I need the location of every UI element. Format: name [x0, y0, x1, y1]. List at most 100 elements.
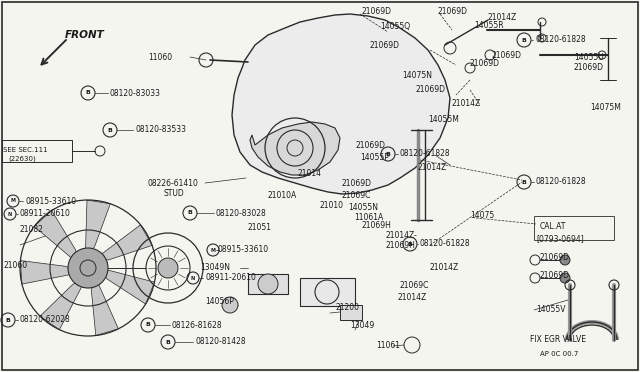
Text: 14055Q: 14055Q [380, 22, 410, 31]
Text: STUD: STUD [163, 189, 184, 199]
Text: 13049N: 13049N [200, 263, 230, 273]
Text: 21010A: 21010A [268, 190, 297, 199]
Text: B: B [86, 90, 90, 96]
Text: 21014Z: 21014Z [488, 13, 517, 22]
Bar [300, 278, 355, 306]
Text: 11060: 11060 [148, 52, 172, 61]
Text: 21069D: 21069D [370, 41, 400, 49]
Polygon shape [95, 225, 152, 260]
Text: 11061: 11061 [376, 340, 400, 350]
Text: (22630): (22630) [8, 156, 36, 163]
Text: 14055M: 14055M [428, 115, 459, 125]
Text: AP 0C 00.7: AP 0C 00.7 [540, 351, 579, 357]
Text: 08120-81428: 08120-81428 [195, 337, 246, 346]
Text: 21069D: 21069D [492, 51, 522, 60]
Text: 21014Z-: 21014Z- [385, 231, 417, 241]
Polygon shape [250, 122, 340, 175]
Text: 21014: 21014 [298, 170, 322, 179]
Text: 21069D: 21069D [540, 253, 570, 262]
Text: B: B [6, 317, 10, 323]
Text: 21069D: 21069D [362, 7, 392, 16]
Bar [534, 216, 614, 240]
Text: 14055P: 14055P [360, 154, 389, 163]
Bar [2, 140, 72, 162]
Text: 14055V: 14055V [536, 305, 566, 314]
Bar [248, 274, 288, 294]
Text: B: B [522, 180, 527, 185]
Text: 08911-20610: 08911-20610 [20, 209, 71, 218]
Text: 21051: 21051 [248, 224, 272, 232]
Polygon shape [92, 278, 118, 336]
Polygon shape [34, 211, 77, 263]
Text: B: B [522, 38, 527, 42]
Text: 13049: 13049 [350, 321, 374, 330]
Text: 14075M: 14075M [590, 103, 621, 112]
Text: 08120-83533: 08120-83533 [135, 125, 186, 135]
Text: 21069C: 21069C [400, 280, 429, 289]
Text: 08126-81628: 08126-81628 [172, 321, 223, 330]
Text: 08120-61828: 08120-61828 [400, 150, 451, 158]
Bar [340, 305, 362, 320]
Circle shape [68, 248, 108, 288]
Text: 21069H: 21069H [362, 221, 392, 230]
Text: 08120-83028: 08120-83028 [216, 208, 267, 218]
Text: B: B [188, 211, 193, 215]
Text: 08120-62028: 08120-62028 [20, 315, 71, 324]
Text: 11061A: 11061A [354, 214, 383, 222]
Polygon shape [40, 280, 85, 330]
Text: 14055R: 14055R [474, 22, 504, 31]
Polygon shape [85, 200, 110, 256]
Text: 08915-33610: 08915-33610 [218, 246, 269, 254]
Circle shape [560, 273, 570, 283]
Text: 21082: 21082 [20, 225, 44, 234]
Text: 21069D: 21069D [342, 179, 372, 187]
Text: 08120-61828: 08120-61828 [420, 240, 470, 248]
Text: 21060: 21060 [3, 260, 27, 269]
Text: N: N [8, 212, 12, 217]
Circle shape [158, 258, 178, 278]
Text: 14075N: 14075N [402, 71, 432, 80]
Text: FRONT: FRONT [65, 30, 105, 40]
Text: 21069H: 21069H [385, 241, 415, 250]
Text: 21069D: 21069D [540, 270, 570, 279]
Text: M: M [211, 247, 216, 253]
Circle shape [560, 255, 570, 265]
Text: N: N [191, 276, 195, 280]
Text: B: B [108, 128, 113, 132]
Text: 21069D: 21069D [416, 86, 446, 94]
Text: 21069D: 21069D [438, 7, 468, 16]
Text: 14056P: 14056P [205, 298, 234, 307]
Polygon shape [20, 260, 77, 284]
Text: 21014Z: 21014Z [398, 294, 428, 302]
Text: 08120-61828: 08120-61828 [535, 35, 586, 45]
Text: 21014Z: 21014Z [430, 263, 460, 273]
Text: FIX EGR VALVE: FIX EGR VALVE [530, 336, 586, 344]
Circle shape [222, 297, 238, 313]
Text: B: B [166, 340, 170, 344]
Text: B: B [145, 323, 150, 327]
Text: 21010: 21010 [320, 202, 344, 211]
Text: 21014Z: 21014Z [418, 163, 447, 171]
Text: 21069D: 21069D [470, 58, 500, 67]
Text: 21069C: 21069C [342, 192, 371, 201]
Text: 21200: 21200 [336, 304, 360, 312]
Text: 08915-33610: 08915-33610 [25, 196, 76, 205]
Circle shape [258, 274, 278, 294]
Text: 14055U: 14055U [574, 52, 604, 61]
Text: 21069D: 21069D [574, 64, 604, 73]
Text: 08226-61410: 08226-61410 [148, 179, 199, 187]
Text: 08120-83033: 08120-83033 [110, 89, 161, 97]
Text: SEE SEC.111: SEE SEC.111 [3, 147, 47, 153]
Text: CAL.AT: CAL.AT [540, 222, 566, 231]
Text: B: B [385, 151, 390, 157]
Text: 08911-20610: 08911-20610 [205, 273, 256, 282]
Text: [0793-0694]: [0793-0694] [536, 234, 584, 243]
Text: 14075: 14075 [470, 211, 494, 219]
Polygon shape [232, 14, 450, 194]
Text: 21014Z: 21014Z [452, 99, 481, 109]
Polygon shape [100, 268, 154, 304]
Text: M: M [10, 199, 15, 203]
Text: 14055N: 14055N [348, 202, 378, 212]
Text: 21069D: 21069D [356, 141, 386, 151]
Text: 08120-61828: 08120-61828 [536, 177, 587, 186]
